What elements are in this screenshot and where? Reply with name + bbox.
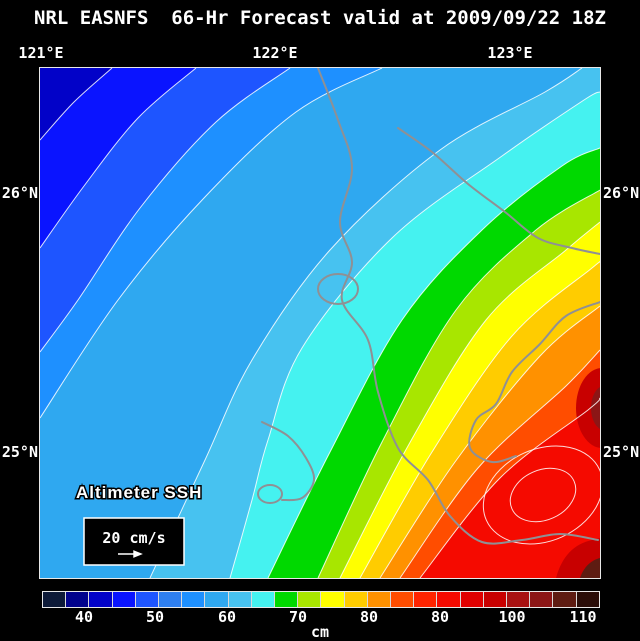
colorbar-segment	[391, 592, 414, 607]
colorbar-segment	[298, 592, 321, 607]
colorbar-segment	[159, 592, 182, 607]
colorbar-tick-label: 40	[74, 608, 94, 626]
vector-scale-label: 20 cm/s	[102, 529, 165, 547]
colorbar	[42, 591, 600, 608]
colorbar-segment	[414, 592, 437, 607]
forecast-map: Altimeter SSH 20 cm/s	[39, 67, 628, 579]
colorbar-segment	[321, 592, 344, 607]
colorbar-segment	[135, 592, 159, 607]
map-panel: Altimeter SSH 20 cm/s	[39, 67, 628, 579]
ssh-contours	[39, 67, 604, 579]
colorbar-segment	[66, 592, 89, 607]
colorbar-segment	[112, 592, 135, 607]
colorbar-unit-label: cm	[310, 623, 330, 641]
lat-tick-label-right: 26°N	[603, 184, 640, 202]
figure-title: NRL EASNFS 66-Hr Forecast valid at 2009/…	[34, 7, 606, 29]
lon-tick-label: 121°E	[18, 44, 64, 62]
lat-tick-label-left: 25°N	[1, 443, 38, 461]
colorbar-segment	[228, 592, 251, 607]
ssh-overlay-label: Altimeter SSH	[76, 483, 202, 502]
colorbar-tick-label: 110	[569, 608, 597, 626]
colorbar-segment	[251, 592, 275, 607]
colorbar-tick-label: 70	[288, 608, 308, 626]
colorbar-segment	[275, 592, 298, 607]
colorbar-segment	[344, 592, 367, 607]
colorbar-segment	[182, 592, 205, 607]
colorbar-segment	[460, 592, 483, 607]
lon-tick-label: 123°E	[487, 44, 533, 62]
colorbar-segment	[43, 592, 66, 607]
colorbar-tick-label: 100	[498, 608, 526, 626]
vector-scale-legend: 20 cm/s	[83, 517, 185, 566]
colorbar-tick-label: 80	[430, 608, 450, 626]
colorbar-tick-label: 80	[359, 608, 379, 626]
lat-tick-label-right: 25°N	[603, 443, 640, 461]
lon-tick-label: 122°E	[252, 44, 298, 62]
colorbar-segment	[205, 592, 228, 607]
colorbar-tick-label: 50	[145, 608, 165, 626]
lat-tick-label-left: 26°N	[1, 184, 38, 202]
colorbar-segment	[530, 592, 553, 607]
bathymetry-contours	[257, 67, 601, 545]
colorbar-segment	[437, 592, 460, 607]
colorbar-segment	[553, 592, 576, 607]
colorbar-segment	[367, 592, 391, 607]
colorbar-tick-label: 60	[217, 608, 237, 626]
colorbar-segment	[89, 592, 112, 607]
colorbar-segment	[483, 592, 507, 607]
colorbar-segment	[576, 592, 599, 607]
colorbar-segment	[507, 592, 530, 607]
